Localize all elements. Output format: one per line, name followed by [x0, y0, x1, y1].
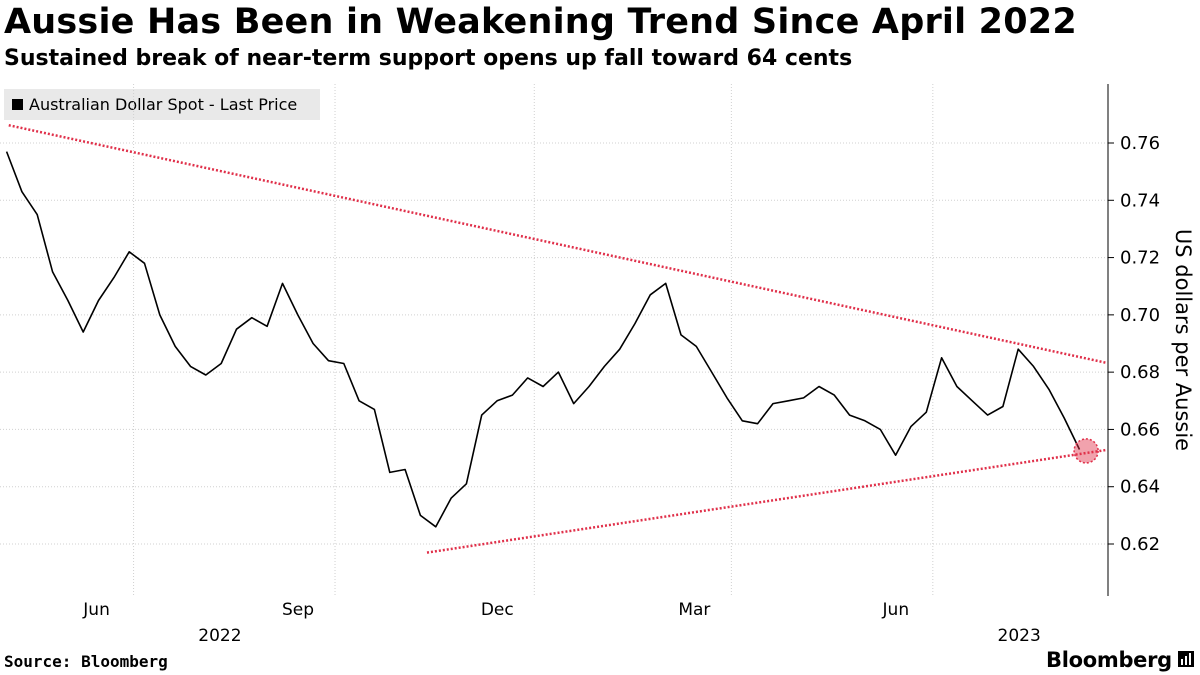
y-tick-label: 0.62: [1120, 534, 1160, 555]
y-tick-label: 0.68: [1120, 362, 1160, 383]
price-series-line: [5, 151, 1081, 528]
y-tick-label: 0.72: [1120, 248, 1160, 269]
legend-swatch: [12, 99, 23, 110]
x-tick-label: Jun: [882, 600, 910, 620]
x-tick-label: Sep: [282, 600, 314, 620]
x-tick-label: Mar: [678, 600, 710, 620]
year-label: 2023: [998, 626, 1041, 646]
resistance-trendline: [8, 124, 1107, 364]
legend-label: Australian Dollar Spot - Last Price: [29, 95, 298, 114]
support-break-marker: [1073, 438, 1099, 464]
brand-logo: Bloomberg: [1046, 648, 1172, 672]
chart-subtitle: Sustained break of near-term support ope…: [4, 46, 853, 71]
y-axis-title: US dollars per Aussie: [1171, 229, 1195, 451]
y-tick-label: 0.66: [1120, 419, 1160, 440]
support-trendline: [426, 448, 1106, 554]
y-tick-label: 0.74: [1120, 190, 1160, 211]
x-tick-label: Jun: [82, 600, 110, 620]
y-tick-label: 0.76: [1120, 133, 1160, 154]
legend: Australian Dollar Spot - Last Price: [4, 89, 320, 120]
x-tick-label: Dec: [481, 600, 514, 620]
chart-title: Aussie Has Been in Weakening Trend Since…: [4, 2, 1077, 42]
source-note: Source: Bloomberg: [4, 652, 168, 671]
year-label: 2022: [198, 626, 241, 646]
y-tick-label: 0.70: [1120, 305, 1160, 326]
y-tick-label: 0.64: [1120, 477, 1160, 498]
bloomberg-terminal-icon: [1178, 651, 1194, 667]
